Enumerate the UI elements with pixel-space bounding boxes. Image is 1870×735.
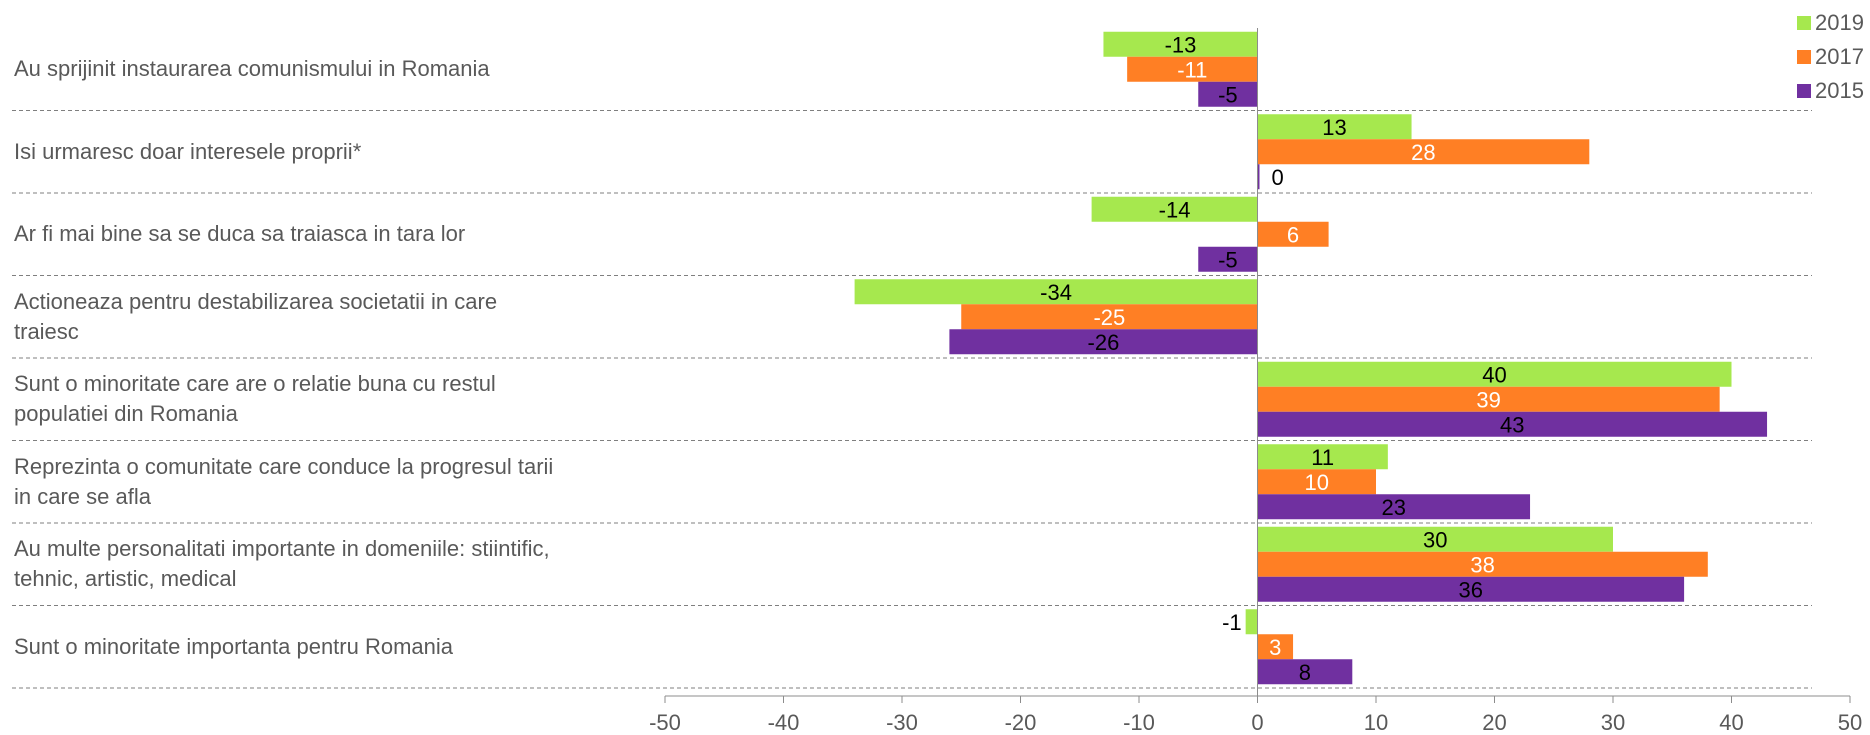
- category-label-line: traiesc: [14, 318, 79, 344]
- legend-swatch: [1797, 50, 1812, 64]
- x-tick-label: 0: [1251, 710, 1263, 735]
- data-label: -25: [1093, 305, 1125, 330]
- bar-2017: [1257, 386, 1720, 412]
- bar-2019: [1257, 361, 1732, 387]
- data-label: -11: [1177, 57, 1207, 82]
- bar-2015: [949, 329, 1258, 355]
- data-label: 39: [1476, 387, 1500, 412]
- bar-2019: [1245, 609, 1258, 635]
- legend-swatch: [1797, 16, 1812, 30]
- data-label: -13: [1165, 32, 1197, 57]
- category-label: Sunt o minoritate care are o relatie bun…: [14, 369, 674, 429]
- category-label: Ar fi mai bine sa se duca sa traiasca in…: [14, 219, 674, 249]
- category-label: Isi urmaresc doar interesele proprii*: [14, 137, 674, 167]
- data-label: -14: [1159, 197, 1191, 222]
- category-label: Reprezinta o comunitate care conduce la …: [14, 452, 674, 512]
- x-tick-label: -20: [1005, 710, 1037, 735]
- data-label: -5: [1218, 247, 1238, 272]
- category-label-line: Sunt o minoritate importanta pentru Roma…: [14, 633, 454, 659]
- x-tick-label: -10: [1123, 710, 1155, 735]
- data-label: -26: [1088, 330, 1120, 355]
- bar-2015: [1257, 659, 1353, 685]
- category-label-line: Au multe personalitati importante in dom…: [14, 536, 550, 562]
- x-tick-label: 50: [1838, 710, 1862, 735]
- legend-label: 2017: [1815, 44, 1864, 69]
- category-label: Au sprijinit instaurarea comunismului in…: [14, 54, 674, 84]
- data-label: 36: [1459, 577, 1483, 602]
- category-label: Au multe personalitati importante in dom…: [14, 534, 674, 594]
- x-tick-label: -40: [768, 710, 800, 735]
- data-label: -34: [1040, 280, 1072, 305]
- legend-item: 2019: [1797, 6, 1864, 40]
- legend-swatch: [1797, 84, 1812, 98]
- x-tick-label: -50: [649, 710, 681, 735]
- bar-2019: [1257, 444, 1388, 470]
- category-label-line: Ar fi mai bine sa se duca sa traiasca in…: [14, 221, 466, 247]
- legend-item: 2015: [1797, 74, 1864, 108]
- category-label-line: tehnic, artistic, medical: [14, 566, 237, 592]
- bar-2015: [1257, 164, 1260, 190]
- data-label: 6: [1287, 222, 1299, 247]
- category-label: Actioneaza pentru destabilizarea societa…: [14, 287, 674, 347]
- bar-2019: [1257, 526, 1613, 552]
- data-label: 38: [1470, 552, 1494, 577]
- data-label: 0: [1272, 165, 1284, 190]
- bar-2015: [1257, 494, 1531, 520]
- category-label-line: Sunt o minoritate care are o relatie bun…: [14, 371, 496, 397]
- data-label: 30: [1423, 527, 1447, 552]
- bar-2019: [854, 279, 1258, 305]
- legend-item: 2017: [1797, 40, 1864, 74]
- x-tick-label: 10: [1364, 710, 1388, 735]
- legend-label: 2015: [1815, 78, 1864, 103]
- data-label: 3: [1269, 635, 1281, 660]
- data-label: 10: [1305, 470, 1329, 495]
- legend-label: 2019: [1815, 10, 1864, 35]
- data-label: -1: [1222, 610, 1242, 635]
- bar-2019: [1103, 31, 1258, 57]
- data-label: 40: [1482, 362, 1506, 387]
- data-label: 28: [1411, 140, 1435, 165]
- legend: 2019 2017 2015: [1797, 6, 1864, 108]
- data-label: 8: [1299, 660, 1311, 685]
- bar-2015: [1257, 576, 1685, 602]
- data-label: 11: [1311, 445, 1334, 470]
- bar-2017: [961, 304, 1258, 330]
- category-label: Sunt o minoritate importanta pentru Roma…: [14, 632, 674, 662]
- x-tick-label: 40: [1719, 710, 1743, 735]
- bar-2015: [1257, 411, 1768, 437]
- category-label-line: Au sprijinit instaurarea comunismului in…: [14, 56, 490, 82]
- bar-2017: [1257, 469, 1376, 495]
- bar-2017: [1257, 221, 1329, 247]
- category-label-line: Actioneaza pentru destabilizarea societa…: [14, 288, 498, 314]
- x-tick-label: 30: [1601, 710, 1625, 735]
- bar-2019: [1257, 114, 1412, 140]
- data-label: 43: [1500, 412, 1524, 437]
- bar-2015: [1198, 246, 1258, 272]
- x-tick-label: 20: [1482, 710, 1506, 735]
- data-label: -5: [1218, 82, 1238, 107]
- bar-2017: [1257, 139, 1590, 165]
- category-label-line: Reprezinta o comunitate care conduce la …: [14, 453, 554, 479]
- bar-2017: [1257, 634, 1294, 660]
- bar-2015: [1198, 81, 1258, 107]
- category-label-line: populatiei din Romania: [14, 401, 238, 427]
- x-tick-label: -30: [886, 710, 918, 735]
- category-label-line: Isi urmaresc doar interesele proprii*: [14, 138, 362, 164]
- category-label-line: in care se afla: [14, 483, 151, 509]
- bar-2017: [1127, 56, 1258, 82]
- data-label: 23: [1382, 495, 1406, 520]
- bar-2019: [1091, 196, 1258, 222]
- data-label: 13: [1322, 115, 1346, 140]
- bar-2017: [1257, 551, 1708, 577]
